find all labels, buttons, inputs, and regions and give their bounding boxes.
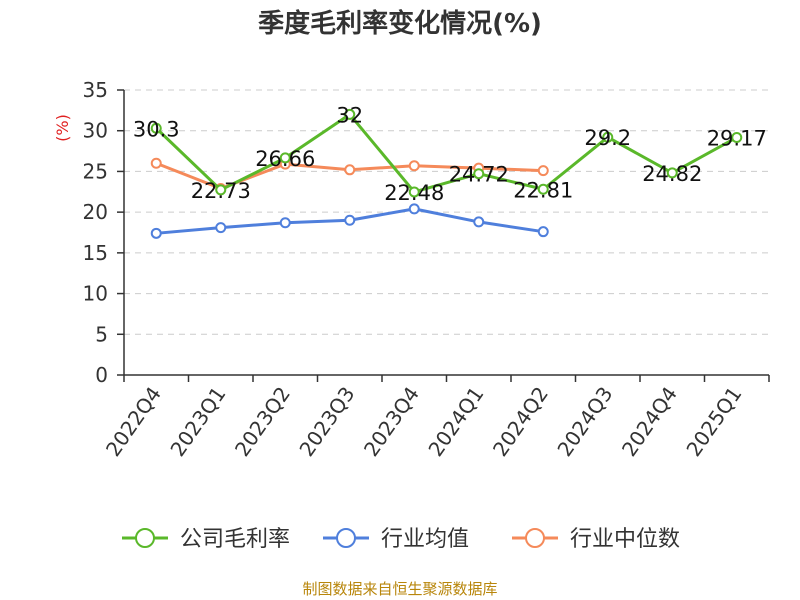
y-tick-label-35: 35 <box>83 78 108 102</box>
y-tick-label-15: 15 <box>83 241 108 265</box>
data-label-0: 30.3 <box>133 117 180 141</box>
x-tick-labels: 2022Q4 2023Q1 2023Q2 2023Q3 2023Q4 2024Q1 2024… <box>101 382 747 461</box>
x-tick-label-2023Q3: 2023Q3 <box>294 382 359 461</box>
x-tick-label-2024Q4: 2024Q4 <box>617 382 682 461</box>
y-tick-label-30: 30 <box>83 119 108 143</box>
y-tick-label-0: 0 <box>95 363 108 387</box>
data-label-7: 29.2 <box>584 126 631 150</box>
y-axis-label: (%) <box>53 114 72 142</box>
data-point-1-1 <box>215 222 227 234</box>
axes <box>117 89 770 382</box>
x-tick-label-2023Q4: 2023Q4 <box>359 382 424 461</box>
data-point-0-8 <box>666 167 678 179</box>
legend-label-0: 公司毛利率 <box>180 527 290 552</box>
legend-marker-1 <box>336 528 356 548</box>
gridlines <box>124 89 769 335</box>
data-label-1: 22.73 <box>191 179 251 203</box>
data-point-1-3 <box>344 214 356 226</box>
data-point-2-0 <box>150 157 162 169</box>
y-tick-label-5: 5 <box>95 322 108 346</box>
legend-marker-2 <box>525 528 545 548</box>
x-tick-label-2024Q3: 2024Q3 <box>552 382 617 461</box>
data-point-0-1 <box>215 184 227 196</box>
legend-marker-0 <box>135 528 155 548</box>
x-tick-label-2022Q4: 2022Q4 <box>101 382 166 461</box>
data-point-0-5 <box>473 168 485 180</box>
series-lines <box>150 108 743 239</box>
series-line-0 <box>155 112 738 194</box>
source-note: 制图数据来自恒生聚源数据库 <box>302 580 497 598</box>
x-tick-label-2024Q2: 2024Q2 <box>488 382 553 461</box>
data-point-2-4 <box>408 160 420 172</box>
series-1 <box>150 203 549 239</box>
y-tick-label-20: 20 <box>83 200 108 224</box>
data-point-0-9 <box>731 131 743 143</box>
data-point-2-3 <box>344 164 356 176</box>
legend-item-2: 行业中位数 <box>512 527 680 552</box>
data-point-1-2 <box>279 217 291 229</box>
data-label-6: 22.81 <box>513 178 573 202</box>
chart-title: 季度毛利率变化情况(%) <box>258 8 542 39</box>
data-label-9: 29.17 <box>707 126 767 150</box>
legend-item-1: 行业均值 <box>323 527 469 552</box>
legend-label-1: 行业均值 <box>381 527 469 552</box>
data-point-0-0 <box>150 122 162 134</box>
y-tick-label-10: 10 <box>83 282 108 306</box>
x-tick-label-2023Q1: 2023Q1 <box>165 382 230 461</box>
data-label-2: 26.66 <box>255 147 315 171</box>
x-tick-label-2024Q1: 2024Q1 <box>423 382 488 461</box>
series-0 <box>150 108 743 198</box>
data-point-0-7 <box>602 131 614 143</box>
legend: 公司毛利率 行业均值 行业中位数 <box>122 527 680 552</box>
data-label-3: 32 <box>336 103 363 127</box>
x-tick-label-2025Q1: 2025Q1 <box>681 382 746 461</box>
data-label-5: 24.72 <box>449 163 509 187</box>
data-point-1-0 <box>150 227 162 239</box>
data-point-2-6 <box>537 165 549 177</box>
data-point-1-6 <box>537 226 549 238</box>
data-label-8: 24.82 <box>642 162 702 186</box>
data-point-0-2 <box>279 152 291 164</box>
legend-label-2: 行业中位数 <box>570 527 680 552</box>
legend-item-0: 公司毛利率 <box>122 527 290 552</box>
data-point-0-6 <box>537 183 549 195</box>
data-point-0-4 <box>408 186 420 198</box>
data-label-4: 22.48 <box>384 181 444 205</box>
data-point-0-3 <box>344 108 356 120</box>
y-tick-label-25: 25 <box>83 159 108 183</box>
y-tick-labels: 0 5 10 15 20 25 30 35 <box>83 78 108 387</box>
x-tick-label-2023Q2: 2023Q2 <box>230 382 295 461</box>
data-point-1-4 <box>408 203 420 215</box>
data-point-1-5 <box>473 216 485 228</box>
